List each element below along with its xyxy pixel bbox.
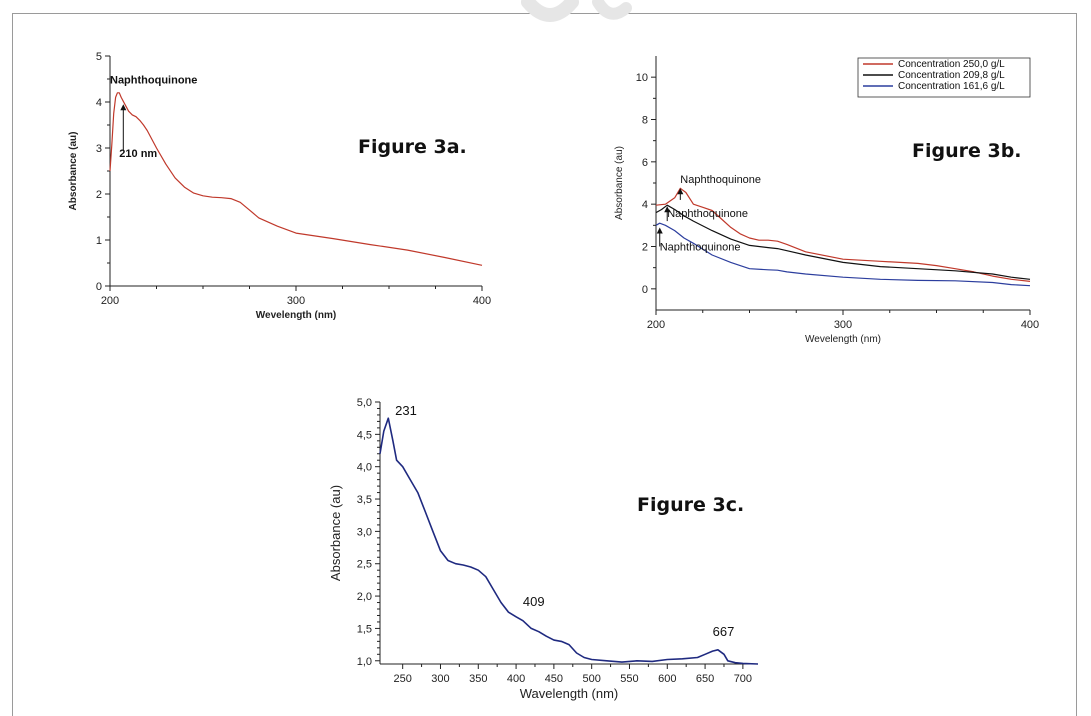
annotation-label: 210 nm	[119, 148, 157, 160]
series-line-2	[655, 222, 1031, 287]
y-tick-label: 2	[642, 242, 648, 254]
y-tick-label: 4	[96, 97, 102, 109]
legend-label-0: Concentration 250,0 g/L	[898, 59, 1005, 70]
annotation-label: Naphthoquinone	[680, 174, 761, 186]
annotation-label: 667	[713, 624, 735, 639]
x-axis-label: Wevelength (nm)	[805, 334, 881, 345]
y-tick-label: 2,0	[357, 591, 372, 603]
x-tick-label: 200	[101, 295, 119, 307]
y-tick-label: 0	[96, 281, 102, 293]
y-tick-label: 4,0	[357, 462, 372, 474]
y-axis-label: Absorbance (au)	[68, 132, 79, 211]
y-tick-label: 1,0	[357, 656, 372, 668]
x-tick-label: 700	[734, 673, 752, 685]
x-tick-label: 600	[658, 673, 676, 685]
figure-3c-label: Figure 3c.	[637, 494, 745, 516]
x-tick-label: 300	[287, 295, 305, 307]
y-tick-label: 3,0	[357, 526, 372, 538]
annotation-arrow-head	[664, 206, 671, 213]
series-line-0	[655, 187, 1031, 282]
y-axis-label: Absorbance (au)	[328, 485, 343, 581]
series-line-0	[109, 92, 483, 266]
annotation-label: 409	[523, 594, 545, 609]
y-tick-label: 5	[96, 51, 102, 63]
x-tick-label: 300	[834, 319, 852, 331]
y-tick-label: 6	[642, 157, 648, 169]
y-tick-label: 4,5	[357, 429, 372, 441]
x-axis-label: Wevelength (nm)	[256, 310, 336, 321]
legend-label-2: Concentration 161,6 g/L	[898, 81, 1005, 92]
x-tick-label: 200	[647, 319, 665, 331]
annotation-arrow-head	[120, 104, 127, 111]
y-tick-label: 0	[642, 284, 648, 296]
x-tick-label: 300	[431, 673, 449, 685]
x-tick-label: 250	[394, 673, 412, 685]
y-tick-label: 3,5	[357, 494, 372, 506]
legend-label-1: Concentration 209,8 g/L	[898, 70, 1005, 81]
annotation-label: Naphthoquinone	[660, 242, 741, 254]
x-tick-label: 450	[545, 673, 563, 685]
y-tick-label: 10	[636, 72, 648, 84]
y-tick-label: 8	[642, 115, 648, 127]
series-line-0	[379, 417, 759, 665]
annotation-arrow-head	[677, 188, 684, 195]
series-line-1	[655, 204, 1031, 280]
watermark-logo	[521, 0, 632, 22]
y-axis-label: Absorbance (au)	[614, 146, 625, 220]
y-tick-label: 1,5	[357, 623, 372, 635]
x-tick-label: 400	[473, 295, 491, 307]
x-tick-label: 650	[696, 673, 714, 685]
annotation-label: 231	[395, 403, 417, 418]
y-tick-label: 3	[96, 143, 102, 155]
y-tick-label: 4	[642, 199, 648, 211]
x-tick-label: 350	[469, 673, 487, 685]
y-tick-label: 5,0	[357, 397, 372, 409]
x-tick-label: 400	[507, 673, 525, 685]
x-tick-label: 400	[1021, 319, 1039, 331]
annotation-label: Naphthoquinone	[667, 208, 748, 220]
annotation-label: Naphthoquinone	[110, 75, 197, 87]
figure-3b-label: Figure 3b.	[912, 140, 1022, 162]
y-tick-label: 2	[96, 189, 102, 201]
annotation-arrow-head	[656, 227, 663, 234]
x-tick-label: 500	[583, 673, 601, 685]
x-tick-label: 550	[620, 673, 638, 685]
x-axis-label: Wavelength (nm)	[520, 686, 619, 701]
figure-3a-label: Figure 3a.	[358, 136, 467, 158]
y-tick-label: 2,5	[357, 559, 372, 571]
y-tick-label: 1	[96, 235, 102, 247]
